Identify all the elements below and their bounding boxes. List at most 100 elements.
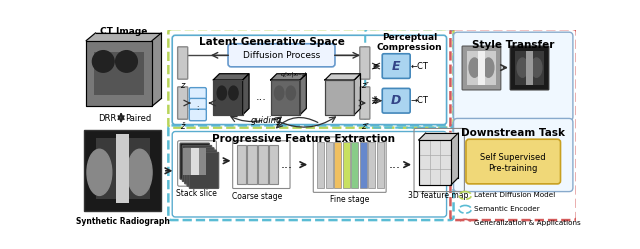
Ellipse shape	[275, 86, 284, 100]
Ellipse shape	[217, 86, 227, 100]
Bar	[259, 145, 268, 184]
Text: Generalization & Applications: Generalization & Applications	[474, 220, 581, 226]
Circle shape	[92, 51, 114, 72]
Bar	[360, 141, 367, 188]
Text: z̃: z̃	[372, 96, 377, 105]
Text: Semantic Encoder: Semantic Encoder	[474, 206, 540, 212]
Ellipse shape	[286, 86, 296, 100]
Polygon shape	[86, 33, 161, 41]
Ellipse shape	[531, 58, 542, 77]
Ellipse shape	[87, 149, 112, 195]
Bar	[271, 80, 300, 115]
Bar	[343, 141, 349, 188]
Polygon shape	[355, 74, 360, 115]
FancyBboxPatch shape	[454, 119, 573, 191]
FancyBboxPatch shape	[178, 87, 188, 119]
FancyBboxPatch shape	[189, 88, 206, 99]
Polygon shape	[152, 33, 161, 106]
Bar	[325, 80, 355, 115]
Ellipse shape	[483, 58, 494, 77]
FancyBboxPatch shape	[189, 98, 206, 110]
Bar	[84, 130, 161, 211]
Text: Diffusion Process: Diffusion Process	[243, 51, 320, 60]
Polygon shape	[451, 133, 458, 185]
Bar	[86, 41, 152, 106]
Text: Stack slice: Stack slice	[176, 188, 217, 197]
FancyBboxPatch shape	[189, 152, 219, 188]
Bar	[351, 141, 358, 188]
FancyBboxPatch shape	[184, 148, 214, 184]
Text: Synthetic Radiograph: Synthetic Radiograph	[76, 217, 170, 226]
Text: Latent Diffusion Model: Latent Diffusion Model	[474, 192, 556, 198]
Bar	[325, 80, 355, 115]
Text: :: :	[196, 105, 199, 111]
Bar	[183, 148, 206, 175]
Text: Latent Generative Space: Latent Generative Space	[199, 37, 345, 47]
Text: ž: ž	[180, 122, 184, 130]
Text: CT Image: CT Image	[100, 27, 147, 36]
Polygon shape	[243, 74, 249, 115]
Polygon shape	[213, 74, 249, 80]
Ellipse shape	[127, 149, 152, 195]
Polygon shape	[271, 74, 307, 80]
Text: ...: ...	[388, 158, 401, 171]
FancyBboxPatch shape	[360, 47, 370, 79]
Bar	[95, 138, 150, 199]
Text: 3D feature map: 3D feature map	[408, 191, 468, 200]
Bar	[317, 141, 324, 188]
Bar	[334, 141, 341, 188]
FancyBboxPatch shape	[228, 44, 335, 67]
Bar	[326, 141, 333, 188]
Bar	[377, 141, 384, 188]
Text: ...: ...	[256, 92, 267, 102]
Text: D: D	[391, 94, 401, 107]
Text: DRR: DRR	[98, 114, 116, 123]
FancyBboxPatch shape	[182, 145, 212, 182]
Bar	[237, 145, 246, 184]
Bar	[419, 140, 451, 185]
Ellipse shape	[229, 86, 238, 100]
Bar	[213, 80, 243, 115]
FancyBboxPatch shape	[187, 150, 216, 186]
Bar	[116, 134, 129, 203]
Bar	[94, 52, 145, 95]
FancyBboxPatch shape	[454, 32, 573, 121]
Circle shape	[116, 51, 138, 72]
Bar	[271, 80, 300, 115]
Polygon shape	[325, 74, 360, 80]
Text: Perceptual
Compression: Perceptual Compression	[376, 33, 442, 52]
FancyBboxPatch shape	[510, 46, 549, 90]
FancyBboxPatch shape	[189, 109, 206, 121]
Text: Fine stage: Fine stage	[330, 195, 369, 204]
Text: Self Supervised
Pre-training: Self Supervised Pre-training	[481, 153, 546, 173]
Text: zᵀ: zᵀ	[360, 81, 368, 90]
Text: Coarse stage: Coarse stage	[232, 191, 282, 201]
Text: Downstream Task: Downstream Task	[461, 128, 565, 138]
Bar	[213, 80, 243, 115]
Text: q(xᵢ|xᵢ₋₁): q(xᵢ|xᵢ₋₁)	[280, 71, 307, 77]
Bar	[191, 148, 198, 175]
Polygon shape	[300, 74, 307, 115]
Text: ...: ...	[281, 158, 293, 171]
Text: Paired: Paired	[125, 114, 151, 123]
Bar	[478, 51, 484, 85]
FancyBboxPatch shape	[466, 139, 561, 184]
FancyBboxPatch shape	[360, 87, 370, 119]
Text: Style Transfer: Style Transfer	[472, 40, 554, 50]
Text: guiding: guiding	[250, 116, 282, 125]
FancyBboxPatch shape	[382, 54, 410, 78]
FancyBboxPatch shape	[382, 88, 410, 113]
Text: ←CT: ←CT	[410, 62, 428, 70]
Text: E: E	[392, 60, 401, 72]
FancyBboxPatch shape	[462, 46, 501, 90]
Ellipse shape	[469, 58, 480, 77]
Ellipse shape	[517, 58, 528, 77]
FancyBboxPatch shape	[178, 47, 188, 79]
Text: →CT: →CT	[410, 96, 428, 105]
Text: z: z	[372, 62, 377, 70]
Polygon shape	[419, 133, 458, 140]
Bar	[248, 145, 257, 184]
Bar	[368, 141, 375, 188]
Text: Progressive Feature Extraction: Progressive Feature Extraction	[212, 134, 395, 144]
Text: z: z	[180, 81, 184, 90]
